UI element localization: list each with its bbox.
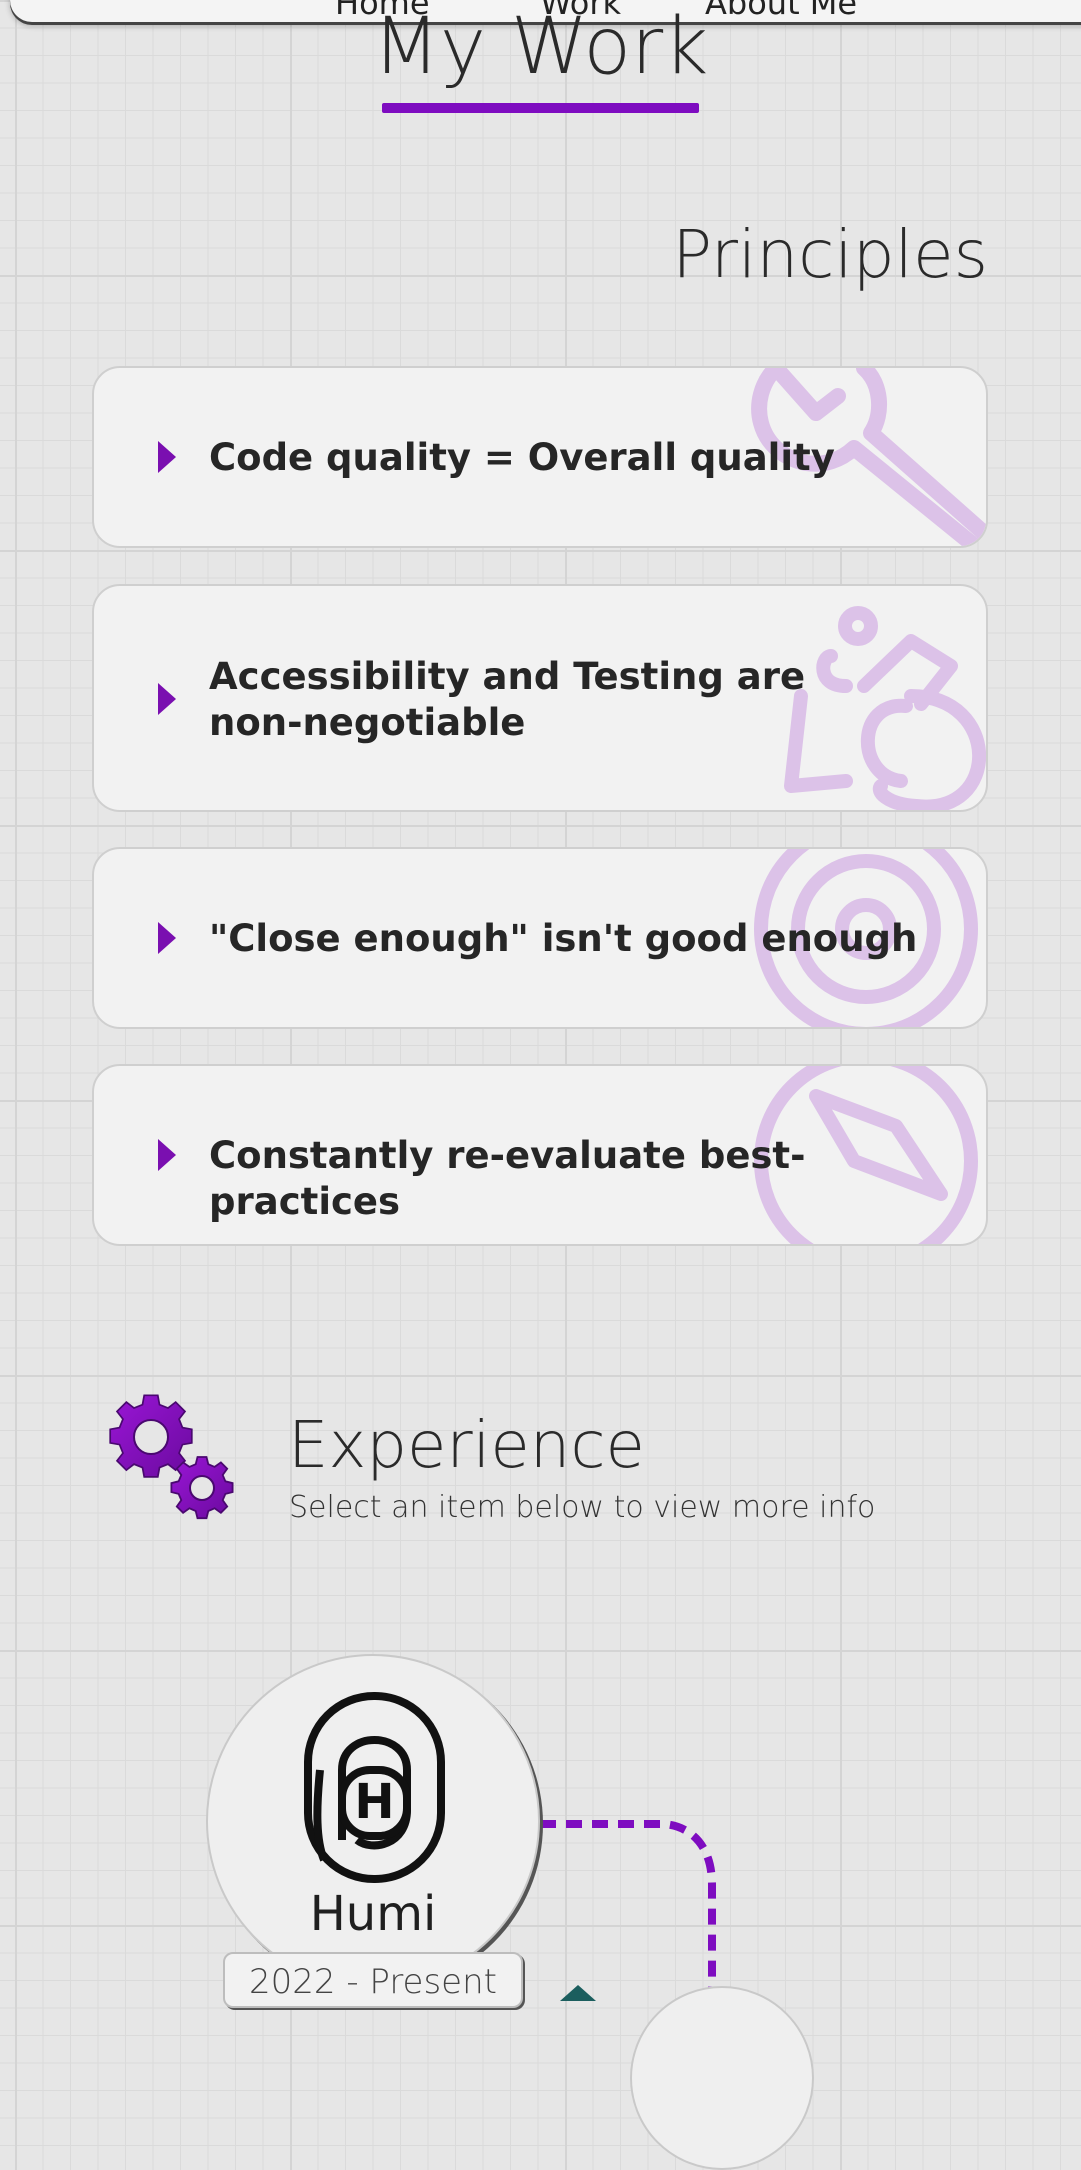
principle-card-code-quality[interactable]: Code quality = Overall quality <box>92 366 988 548</box>
top-navbar: Home Work About Me <box>10 0 1081 22</box>
experience-node-next[interactable] <box>630 1986 814 2170</box>
principle-label: Code quality = Overall quality <box>209 436 835 479</box>
principle-card-best-practices[interactable]: Constantly re-evaluate best-practices <box>92 1064 988 1246</box>
expand-caret-icon <box>158 441 176 473</box>
next-node-logo-icon <box>560 1985 596 2001</box>
principle-label: "Close enough" isn't good enough <box>209 917 918 960</box>
experience-node-name: Humi <box>309 1886 437 1942</box>
expand-caret-icon <box>158 1139 176 1171</box>
experience-node-dates: 2022 - Present <box>223 1952 523 2008</box>
nav-link-about-me[interactable]: About Me <box>705 0 858 22</box>
expand-caret-icon <box>158 922 176 954</box>
wrench-icon <box>751 368 986 546</box>
experience-subtitle: Select an item below to view more info <box>289 1490 876 1525</box>
compass-icon <box>754 1066 978 1244</box>
target-icon <box>754 849 978 1027</box>
humi-logo-icon: H <box>304 1692 445 1883</box>
principle-card-accessibility[interactable]: Accessibility and Testing are non-negoti… <box>92 584 988 812</box>
experience-heading: Experience <box>288 1409 645 1483</box>
wheelchair-icon <box>784 606 986 810</box>
principles-heading: Principles <box>672 216 988 293</box>
nav-link-home[interactable]: Home <box>335 0 430 22</box>
page-title: My Work <box>372 2 709 92</box>
experience-node-humi[interactable]: H Humi <box>206 1654 540 1988</box>
title-underline <box>382 103 699 113</box>
expand-caret-icon <box>158 683 176 715</box>
nav-link-work[interactable]: Work <box>540 0 622 22</box>
timeline-connector <box>540 1820 716 2010</box>
gears-icon <box>109 1394 234 1520</box>
principle-label: Accessibility and Testing are non-negoti… <box>209 655 806 744</box>
svg-text:H: H <box>354 1774 394 1830</box>
principle-card-close-enough[interactable]: "Close enough" isn't good enough <box>92 847 988 1029</box>
principle-label: Constantly re-evaluate best-practices <box>209 1134 806 1223</box>
